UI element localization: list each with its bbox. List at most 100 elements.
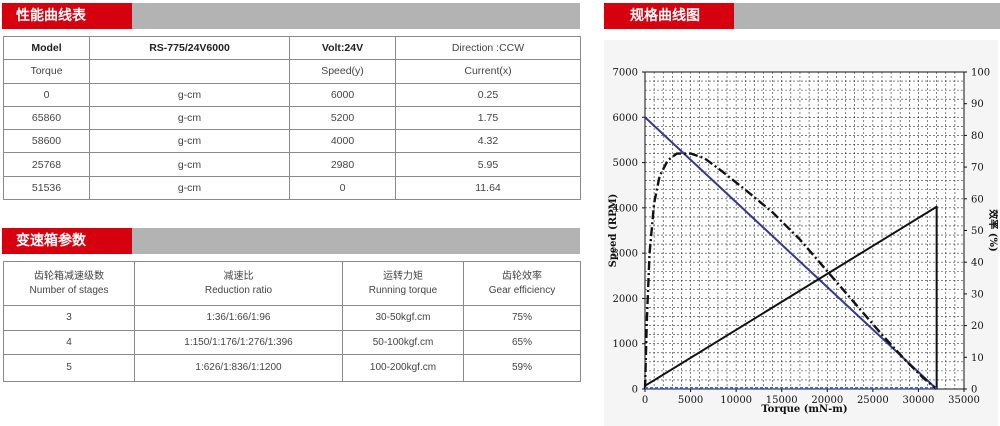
torque-label: Torque [3,59,90,84]
x-tick-label: 10000 [720,395,752,406]
stages-cell: 5 [3,354,135,382]
header-stages: 齿轮箱减速级数 Number of stages [3,261,135,306]
curve-header: 规格曲线图 [604,3,1000,29]
speed-cell: 2980 [289,152,396,177]
current-cell: 5.95 [395,152,581,177]
header-ratio-en: Reduction ratio [204,284,273,296]
header-stages-en: Number of stages [29,284,109,296]
current-label: Current(x) [395,59,581,84]
y2-axis-label: 效率 (%) [987,209,998,251]
x-tick-label: 35000 [948,395,980,406]
unit-cell: g-cm [89,129,290,154]
y2-tick-label: 0 [971,385,977,396]
stages-cell: 4 [3,330,135,355]
table-row: 65860 g-cm 5200 1.75 [3,105,581,131]
y-tick-label: 3000 [613,249,638,260]
running-torque-cell: 50-100kgf.cm [342,330,464,355]
speed-label: Speed(y) [289,59,396,84]
table-row: 58600 g-cm 4000 4.32 [3,129,581,154]
unit-cell: g-cm [89,105,290,131]
ratio-cell: 1:150/1:176/1:276/1:396 [134,330,343,355]
model-value: RS-775/24V6000 [89,35,290,61]
header-torque: 运转力矩 Running torque [342,261,464,306]
unit-cell: g-cm [89,152,290,177]
volt-label: Volt:24V [289,35,396,61]
chart-svg: 0 5000 10000 15000 20000 25000 30000 3500001000… [608,68,1000,416]
x-tick-label: 25000 [857,395,889,406]
torque-cell: 65860 [3,105,90,131]
x-tick-label: 0 [642,395,648,406]
table-row: Model RS-775/24V6000 Volt:24V Direction … [3,35,581,61]
x-axis-label: Torque (mN-m) [761,404,847,415]
current-cell: 1.75 [395,105,581,131]
series-line-2 [643,152,938,390]
current-cell: 11.64 [395,175,581,201]
y2-tick-label: 30 [971,289,984,300]
plot-area [645,72,964,389]
gearbox-header-title: 变速箱参数 [2,228,132,254]
gearbox-table: 齿轮箱减速级数 Number of stages 减速比 Reduction rat… [3,261,581,382]
direction-label: Direction :CCW [395,35,581,61]
table-row: 3 1:36/1:66/1:96 30-50kgf.cm 75% [3,305,581,331]
ratio-cell: 1:36/1:66/1:96 [134,305,343,331]
header-torque-cn: 运转力矩 [383,270,423,282]
x-tick-label: 20000 [811,395,843,406]
performance-table: Model RS-775/24V6000 Volt:24V Direction … [3,35,581,201]
torque-cell: 51536 [3,175,90,201]
efficiency-cell: 75% [463,305,581,331]
header-ratio-cn: 减速比 [223,270,254,282]
speed-cell: 6000 [289,82,396,107]
series-line-1 [644,205,938,389]
current-cell: 0.25 [395,82,581,107]
curve-header-title: 规格曲线图 [604,3,734,29]
model-label: Model [3,35,90,61]
y-axis-label: Speed (RPM) [608,194,619,268]
efficiency-cell: 59% [463,354,581,382]
header-efficiency-en: Gear efficiency [488,284,556,296]
table-row: 0 g-cm 6000 0.25 [3,82,581,107]
table-row: 4 1:150/1:176/1:276/1:396 50-100kgf.cm 6… [3,330,581,355]
torque-cell: 58600 [3,129,90,154]
y2-tick-label: 50 [971,226,984,237]
y2-tick-label: 20 [971,321,984,332]
header-efficiency-cn: 齿轮效率 [502,270,542,282]
spec-curve-chart: 0 5000 10000 15000 20000 25000 30000 35000 0 1000… [604,40,1000,426]
series-line-0 [644,116,938,390]
y2-tick-label: 60 [971,194,984,205]
y2-tick-label: 100 [971,68,990,79]
header-ratio: 减速比 Reduction ratio [134,261,343,306]
performance-header: 性能曲线表 [2,3,580,29]
header-stages-cn: 齿轮箱减速级数 [34,270,104,282]
y-tick-label: 7000 [613,68,638,79]
gearbox-header: 变速箱参数 [2,228,580,254]
y-tick-label: 0 [632,385,638,396]
y2-tick-label: 40 [971,258,984,269]
table-row: 5 1:626/1:836/1:1200 100-200kgf.cm 59% [3,354,581,382]
table-row: Torque Speed(y) Current(x) [3,59,581,84]
y2-tick-label: 10 [971,353,984,364]
x-tick-label: 30000 [903,395,935,406]
stages-cell: 3 [3,305,135,331]
ratio-cell: 1:626/1:836/1:1200 [134,354,343,382]
speed-cell: 5200 [289,105,396,131]
y2-tick-label: 90 [971,99,984,110]
y2-tick-label: 80 [971,131,984,142]
speed-cell: 4000 [289,129,396,154]
y-tick-label: 4000 [613,203,638,214]
efficiency-cell: 65% [463,330,581,355]
torque-cell: 25768 [3,152,90,177]
unit-cell: g-cm [89,175,290,201]
y-tick-label: 6000 [613,113,638,124]
performance-header-title: 性能曲线表 [2,3,132,29]
x-tick-label: 5000 [678,395,703,406]
running-torque-cell: 100-200kgf.cm [342,354,464,382]
current-cell: 4.32 [395,129,581,154]
empty-cell [89,59,290,84]
torque-cell: 0 [3,82,90,107]
x-tick-label: 15000 [766,395,798,406]
unit-cell: g-cm [89,82,290,107]
table-row: 51536 g-cm 0 11.64 [3,175,581,201]
y-tick-label: 1000 [613,339,638,350]
running-torque-cell: 30-50kgf.cm [342,305,464,331]
header-torque-en: Running torque [368,284,438,296]
